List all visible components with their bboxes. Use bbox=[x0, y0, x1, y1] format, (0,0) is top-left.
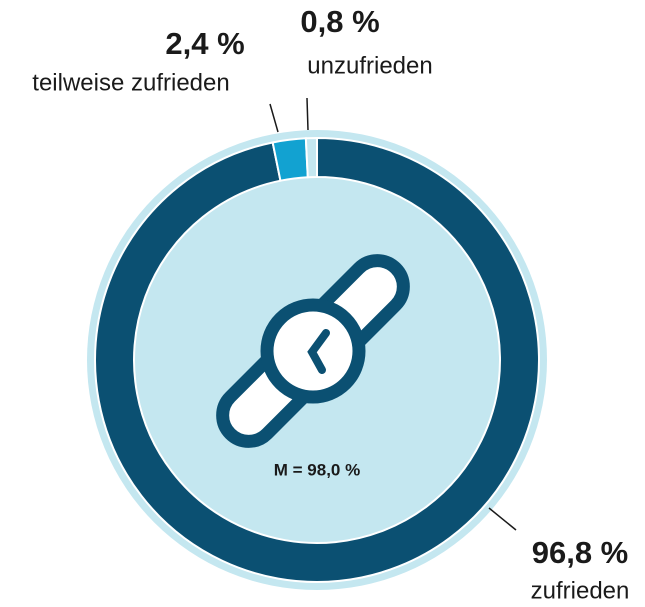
center-annotation: M = 98,0 % bbox=[274, 460, 360, 479]
value-label: 0,8 % bbox=[300, 4, 379, 39]
value-label: 96,8 % bbox=[532, 535, 629, 570]
category-label: teilweise zufrieden bbox=[32, 69, 229, 96]
segments bbox=[94, 136, 540, 583]
category-label: zufrieden bbox=[531, 577, 630, 604]
donut-segment bbox=[304, 136, 318, 179]
watch-icon bbox=[216, 254, 410, 448]
leader-line bbox=[306, 97, 309, 131]
leader-line bbox=[269, 103, 279, 133]
leader-line bbox=[488, 507, 517, 531]
value-label: 2,4 % bbox=[165, 26, 244, 61]
category-label: unzufrieden bbox=[307, 52, 432, 79]
donut-segment bbox=[94, 136, 540, 583]
